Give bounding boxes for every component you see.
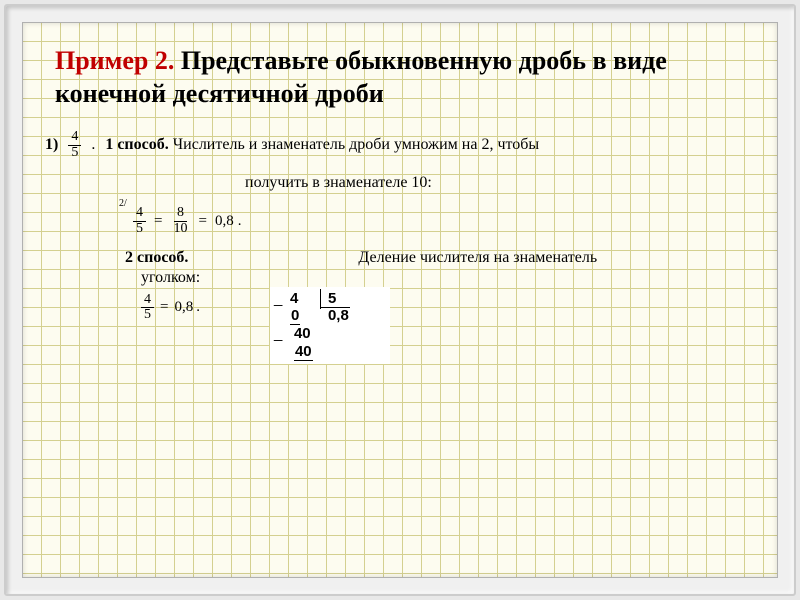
- eq2-period: .: [196, 299, 200, 316]
- eq2-f: 4 5: [141, 293, 154, 323]
- eq1-f2: 8 10: [170, 206, 190, 236]
- problem-line: 1) 4 5 . 1 способ. Числитель и знаменате…: [45, 130, 745, 160]
- eq-result: 0,8: [215, 213, 234, 230]
- method1-text2: получить в знаменателе 10:: [245, 174, 745, 192]
- dividend: 4: [290, 290, 298, 307]
- minus-icon: _: [274, 290, 282, 307]
- problem-label: 1): [45, 136, 58, 154]
- divisor: 5: [322, 290, 336, 307]
- eq-sign2: =: [198, 213, 206, 230]
- method2-equation: 4 5 = 0,8 .: [141, 293, 200, 323]
- period: .: [91, 136, 95, 154]
- step-dividend: 40: [294, 325, 311, 342]
- method1-text: Числитель и знаменатель дроби умножим на…: [173, 136, 539, 153]
- method1-equation: 2/ 4 5 = 8 10 = 0,8 .: [133, 206, 745, 236]
- eq2-result: 0,8: [174, 299, 193, 316]
- method1-label: 1 способ.: [105, 136, 168, 153]
- frame-outer: Пример 2. Представьте обыкновенную дробь…: [4, 4, 796, 596]
- sub1: 0: [290, 307, 300, 325]
- method2-label: 2 способ.: [125, 249, 188, 267]
- superscript: 2/: [119, 199, 127, 210]
- f2-den: 10: [170, 222, 190, 237]
- eq-sign: =: [154, 213, 162, 230]
- eq2-sign: =: [160, 299, 168, 316]
- step-sub: 40: [294, 343, 313, 361]
- eq2-den: 5: [141, 308, 154, 323]
- title-highlight: Пример 2.: [55, 46, 174, 75]
- method2-desc: Деление числителя на знаменатель: [358, 249, 597, 267]
- eq1-f1: 2/ 4 5: [133, 206, 146, 236]
- eq-period: .: [238, 213, 242, 230]
- long-division: _ 4 5 0 0,8 _ 40: [270, 287, 390, 364]
- minus-icon-2: _: [274, 325, 282, 342]
- eq2-num: 4: [141, 293, 154, 309]
- frac-den: 5: [68, 146, 81, 161]
- method2-sub: уголком:: [141, 269, 745, 287]
- f2-num: 8: [174, 206, 187, 222]
- quotient: 0,8: [322, 307, 349, 325]
- f1-num: 4: [133, 206, 146, 222]
- f1-den: 5: [133, 222, 146, 237]
- lower-row: 4 5 = 0,8 . _ 4 5: [141, 293, 745, 364]
- page-content: Пример 2. Представьте обыкновенную дробь…: [22, 22, 778, 578]
- method2-row: 2 способ. Деление числителя на знаменате…: [125, 249, 745, 267]
- title: Пример 2. Представьте обыкновенную дробь…: [55, 45, 745, 110]
- problem-fraction: 4 5: [68, 130, 81, 160]
- method1-line: 1 способ. Числитель и знаменатель дроби …: [105, 136, 539, 154]
- frac-num: 4: [68, 130, 81, 146]
